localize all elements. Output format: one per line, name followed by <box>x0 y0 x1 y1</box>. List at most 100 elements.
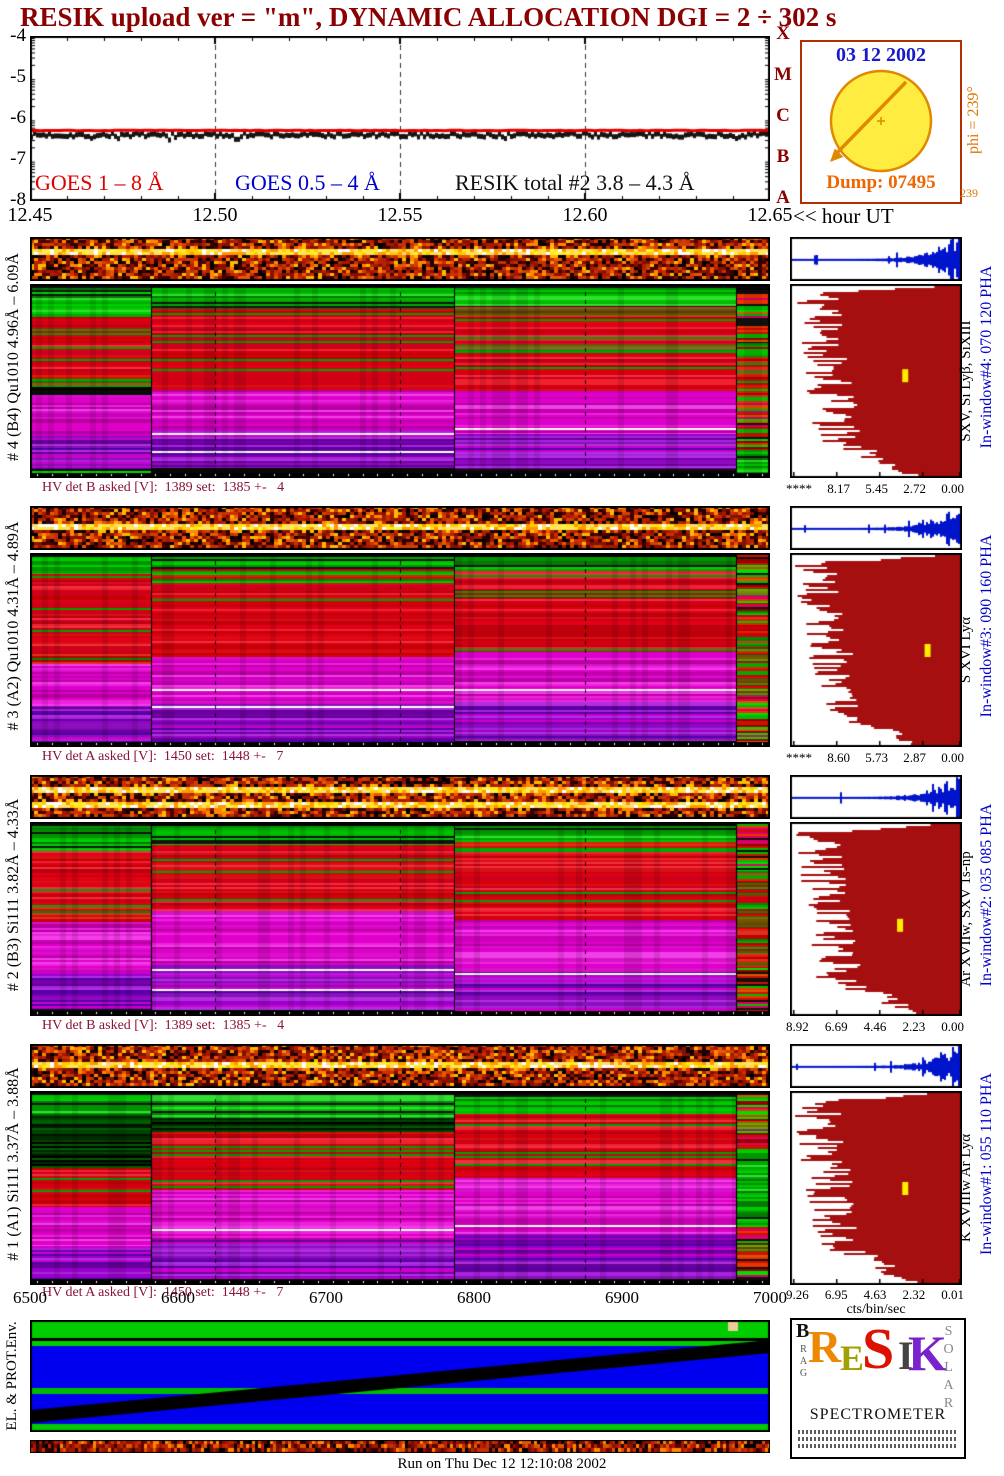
pha-scale-value: 0.00 <box>941 1019 964 1034</box>
in-window-label-4: In-window#4: 070 120 PHA <box>978 265 995 449</box>
pha-hist-canvas-2 <box>790 822 962 1016</box>
spectrogram-canvas-4 <box>30 284 770 478</box>
goes-class-letter: M <box>774 64 792 85</box>
pha-scale-value: 8.92 <box>786 1019 809 1034</box>
hour-axis-caption: << hour UT <box>793 204 894 228</box>
pha-scale-value: 9.26 <box>786 1287 809 1302</box>
bin-tick: 6600 <box>161 1288 195 1307</box>
hv-status-line-1: HV det A asked [V]: 1450 set: 1448 +- 7 <box>42 1285 284 1300</box>
particle-environment-canvas <box>30 1320 770 1432</box>
footer-runtime-label: Run on Thu Dec 12 12:10:08 2002 <box>397 1456 607 1472</box>
logo-corner-letter: B <box>796 1320 810 1342</box>
phi-value-small: 239 <box>960 186 978 200</box>
goes-class-letter: B <box>776 146 790 167</box>
pha-scale-value: 0.00 <box>941 481 964 496</box>
pha-small-hist-canvas-3 <box>790 506 962 550</box>
flux-unit-label: cts/bin/sec <box>846 1302 906 1317</box>
spectrogram-canvas-1 <box>30 1091 770 1285</box>
hour-tick: 12.55 <box>377 204 423 226</box>
pha-scale-value: 8.60 <box>827 750 850 765</box>
goes-class-letter: X <box>776 23 790 44</box>
logo-side-letters: RAG <box>798 1344 809 1380</box>
pointing-arrow-icon <box>830 80 908 162</box>
logo-fineprint-line <box>798 1430 958 1434</box>
pha-small-hist-canvas-1 <box>790 1044 962 1088</box>
bin-tick: 6500 <box>13 1288 47 1307</box>
logo-letter-k: K <box>908 1325 947 1381</box>
pha-scale-1: 9.26 6.95 4.63 2.32 0.01 <box>786 1287 964 1303</box>
in-window-label-2: In-window#2: 035 085 PHA <box>978 803 995 987</box>
pha-scale-value: 6.95 <box>824 1287 848 1302</box>
hv-status-line-4: HV det B asked [V]: 1389 set: 1385 +- 4 <box>42 480 285 495</box>
pha-hist-canvas-4 <box>790 284 962 478</box>
bin-tick: 7000 <box>753 1288 787 1307</box>
legend-goes-05-4: GOES 0.5 – 4 Å <box>235 170 380 195</box>
spectrogram-canvas-2 <box>30 822 770 1016</box>
spectral-lines-label-4: SXV, Si Lyβ, SiXIII <box>958 320 974 442</box>
logo-letter-i: I <box>898 1333 914 1378</box>
pha-scale-value: 2.87 <box>903 750 926 765</box>
bin-tick: 6800 <box>457 1288 491 1307</box>
legend-goes-1-8: GOES 1 – 8 Å <box>35 170 164 195</box>
goes-ytick: -7 <box>10 148 26 169</box>
pha-raster-strip-canvas-4 <box>30 237 770 281</box>
date-label: 03 12 2002 <box>836 44 926 66</box>
hour-tick: 12.65 <box>747 204 793 226</box>
hv-status-line-2: HV det B asked [V]: 1389 set: 1385 +- 4 <box>42 1018 285 1033</box>
pha-raster-strip-canvas-1 <box>30 1044 770 1088</box>
telemetry-noise-strip-canvas <box>30 1440 770 1453</box>
pha-scale-4: **** 8.17 5.45 2.72 0.00 <box>786 481 964 497</box>
panel-left-label-3: # 3 (A2) Qu1010 4.31Å – 4.89Å <box>5 521 22 731</box>
phi-angle-label: phi = 239° <box>965 86 982 154</box>
legend-resik-total: RESIK total #2 3.8 – 4.3 Å <box>455 170 695 195</box>
hour-tick: 12.45 <box>7 204 53 226</box>
goes-ytick: -5 <box>10 66 26 87</box>
spectral-lines-label-1: K XVIIIw Ar Lyα <box>958 1133 974 1243</box>
spectral-lines-label-3: S XVI Lyα <box>958 616 974 684</box>
logo-letter-e: E <box>840 1338 865 1378</box>
pha-small-hist-canvas-2 <box>790 775 962 819</box>
spectral-lines-label-2: Ar XVIIw, SXV 1s-np <box>958 851 974 987</box>
bin-tick: 6700 <box>309 1288 343 1307</box>
pha-scale-value: 5.73 <box>865 750 888 765</box>
pha-scale-value: **** <box>786 481 812 496</box>
pha-scale-value: 0.01 <box>941 1287 964 1302</box>
goes-flux-plot-canvas <box>30 36 770 201</box>
logo-letter-r: R <box>808 1321 842 1372</box>
resik-logo-box: B RAG R E S I K SOLAR SPECTROMETER <box>790 1318 966 1459</box>
pha-hist-canvas-1 <box>790 1091 962 1285</box>
pha-scale-value: 0.00 <box>941 750 964 765</box>
panel-left-label-1: # 1 (A1) Si111 3.37Å – 3.88Å <box>5 1067 22 1261</box>
goes-ytick: -8 <box>10 189 26 210</box>
goes-class-letter: C <box>776 105 790 126</box>
sun-disk-icon <box>829 69 933 173</box>
pha-scale-value: 4.63 <box>863 1287 887 1302</box>
pha-raster-strip-canvas-3 <box>30 506 770 550</box>
pha-scale-value: 6.69 <box>824 1019 848 1034</box>
logo-subtitle: SPECTROMETER <box>809 1406 947 1423</box>
logo-solar-label: SOLAR <box>941 1324 956 1414</box>
page-title: RESIK upload ver = "m", DYNAMIC ALLOCATI… <box>20 2 837 32</box>
pha-scale-value: 5.45 <box>865 481 888 496</box>
pha-hist-canvas-3 <box>790 553 962 747</box>
bin-tick: 6900 <box>605 1288 639 1307</box>
hour-tick: 12.50 <box>192 204 238 226</box>
hv-status-line-3: HV det A asked [V]: 1450 set: 1448 +- 7 <box>42 749 284 764</box>
goes-ytick: -4 <box>10 25 26 46</box>
pha-scale-value: 2.72 <box>903 481 926 496</box>
pointing-status-box: 03 12 2002 Dump: 07495 <box>800 40 962 204</box>
logo-fineprint-line <box>798 1444 958 1448</box>
dump-label: Dump: 07495 <box>826 172 936 193</box>
in-window-label-1: In-window#1: 055 110 PHA <box>978 1072 995 1256</box>
pha-scale-3: **** 8.60 5.73 2.87 0.00 <box>786 750 964 766</box>
goes-ytick: -6 <box>10 107 26 128</box>
pha-scale-value: 2.32 <box>902 1287 926 1302</box>
goes-class-letter: A <box>776 187 790 208</box>
pha-scale-value: 8.17 <box>827 481 850 496</box>
pha-scale-value: 2.23 <box>902 1019 926 1034</box>
panel-left-label-2: # 2 (B3) Si111 3.82Å – 4.33Å <box>5 798 22 992</box>
pha-small-hist-canvas-4 <box>790 237 962 281</box>
spectrogram-canvas-3 <box>30 553 770 747</box>
logo-fineprint-line <box>798 1437 958 1441</box>
